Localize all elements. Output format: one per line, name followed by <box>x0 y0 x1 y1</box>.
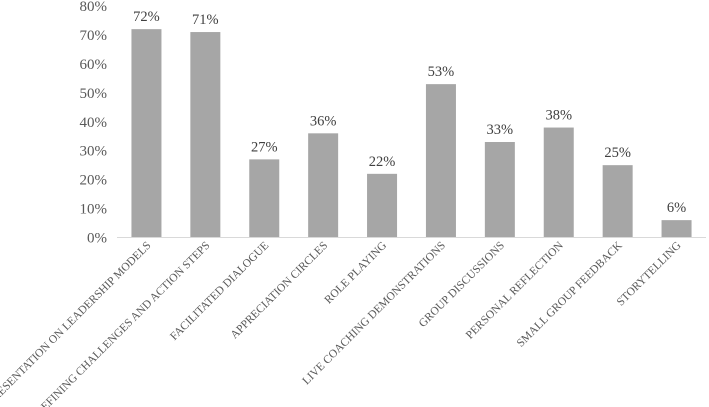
bar <box>543 127 574 238</box>
y-tick-label: 20% <box>80 173 108 189</box>
x-category-label: SMALL GROUP FEEDBACK <box>515 239 625 349</box>
y-axis: 0% 10% 20% 30% 40% 50% 60% 70% 80% <box>80 0 108 247</box>
x-category-label: ROLE PLAYING <box>322 240 389 307</box>
y-tick-label: 40% <box>80 115 108 131</box>
bar <box>308 133 339 238</box>
data-label: 33% <box>487 122 514 138</box>
data-label: 25% <box>604 145 631 161</box>
y-tick-label: 60% <box>80 57 108 73</box>
bar <box>367 173 398 238</box>
data-label: 72% <box>133 9 160 25</box>
data-label: 38% <box>545 108 572 124</box>
data-label: 53% <box>428 64 455 80</box>
bar <box>190 32 221 238</box>
x-axis: PRESENTATION ON LEADERSHIP MODELSDEFININ… <box>0 237 706 407</box>
y-tick-label: 50% <box>80 86 108 102</box>
bar <box>425 84 456 238</box>
y-tick-label: 30% <box>80 144 108 160</box>
x-category-label: PERSONAL REFLECTION <box>464 239 566 341</box>
y-tick-label: 80% <box>80 0 108 15</box>
data-label: 27% <box>251 139 278 155</box>
bar <box>249 159 280 238</box>
bar <box>131 29 162 238</box>
bar <box>602 165 633 238</box>
x-category-label: FACILITATED DIALOGUE <box>168 240 271 343</box>
data-label: 71% <box>192 12 219 28</box>
y-tick-label: 10% <box>80 202 108 218</box>
x-category-label: APPRECIATION CIRCLES <box>228 240 330 342</box>
data-labels: 72% 71% 27% 36% 22% 53% 33% 38% 25% 6% <box>133 9 686 216</box>
bars <box>131 29 692 238</box>
data-label: 22% <box>369 154 396 170</box>
bar <box>484 142 515 238</box>
data-label: 6% <box>667 200 686 216</box>
data-label: 36% <box>310 113 337 129</box>
y-tick-label: 0% <box>87 231 107 247</box>
y-tick-label: 70% <box>80 28 108 44</box>
x-category-label: STORYTELLING <box>615 240 684 309</box>
bar <box>661 220 692 238</box>
